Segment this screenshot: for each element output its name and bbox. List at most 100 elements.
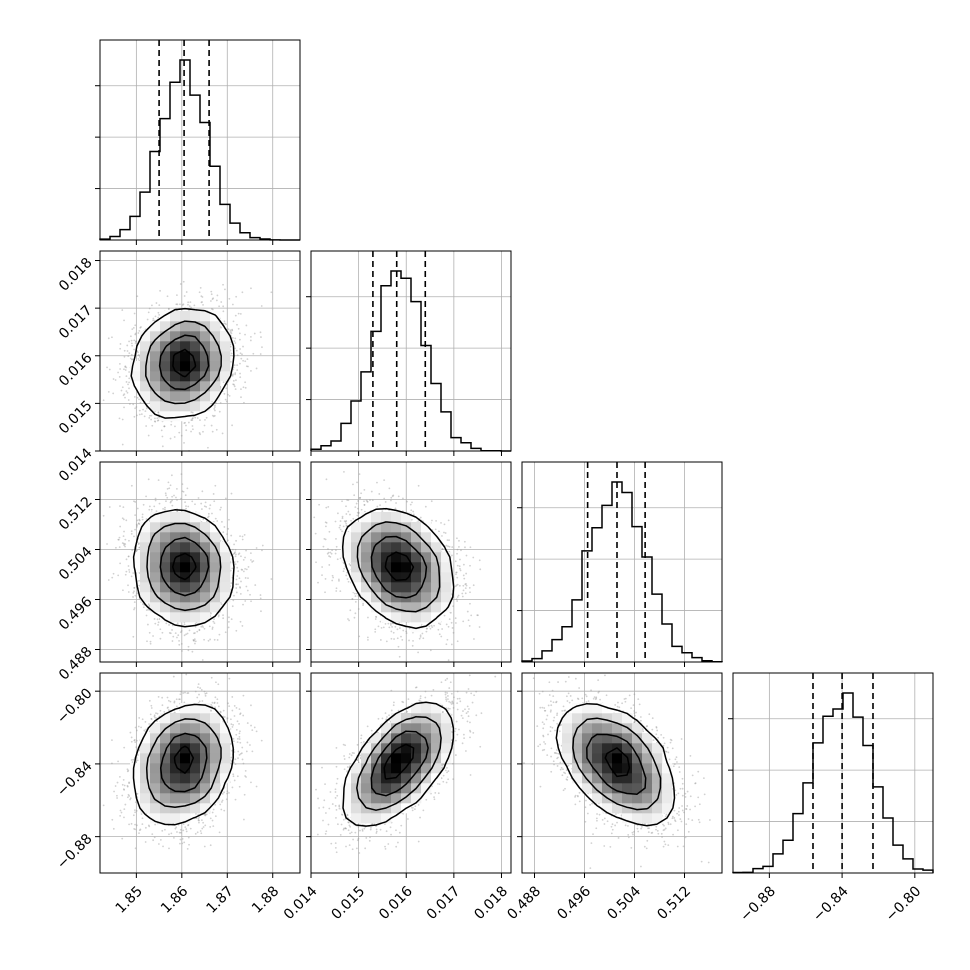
scatter-point bbox=[184, 501, 186, 504]
scatter-point bbox=[157, 411, 160, 414]
scatter-point bbox=[133, 607, 136, 609]
scatter-point bbox=[154, 315, 157, 318]
scatter-point bbox=[134, 594, 137, 597]
scatter-point bbox=[223, 322, 226, 325]
scatter-point bbox=[119, 343, 122, 345]
scatter-point bbox=[131, 549, 134, 552]
scatter-point bbox=[157, 311, 160, 314]
scatter-point bbox=[122, 506, 125, 509]
scatter-point bbox=[253, 332, 256, 335]
scatter-point bbox=[154, 417, 156, 420]
scatter-point bbox=[169, 437, 172, 440]
scatter-point bbox=[130, 484, 133, 487]
scatter-point bbox=[161, 445, 164, 448]
scatter-point bbox=[177, 634, 180, 637]
scatter-point bbox=[180, 434, 183, 437]
scatter-point bbox=[183, 295, 186, 297]
scatter-point bbox=[176, 294, 178, 297]
scatter-point bbox=[125, 558, 128, 561]
scatter-point bbox=[148, 605, 151, 607]
scatter-point bbox=[185, 505, 187, 508]
scatter-point bbox=[236, 560, 239, 563]
scatter-point bbox=[222, 531, 225, 534]
scatter-point bbox=[220, 603, 223, 606]
scatter-point bbox=[123, 319, 125, 322]
scatter-point bbox=[202, 430, 204, 433]
scatter-point bbox=[148, 416, 151, 419]
scatter-point bbox=[218, 410, 221, 413]
scatter-point bbox=[200, 508, 203, 510]
scatter-point bbox=[227, 621, 230, 623]
scatter-point bbox=[235, 379, 237, 382]
scatter-point bbox=[211, 626, 214, 629]
scatter-point bbox=[154, 420, 157, 423]
scatter-point bbox=[150, 414, 153, 417]
scatter-point bbox=[130, 530, 133, 533]
scatter-point bbox=[142, 606, 145, 609]
scatter-point bbox=[237, 312, 240, 315]
scatter-point bbox=[163, 425, 166, 428]
scatter-point bbox=[218, 305, 221, 308]
scatter-point bbox=[187, 301, 190, 304]
scatter-point bbox=[234, 388, 237, 390]
scatter-point bbox=[119, 525, 122, 528]
scatter-point bbox=[139, 326, 142, 329]
scatter-point bbox=[156, 419, 159, 422]
scatter-point bbox=[239, 348, 241, 350]
density-cell bbox=[200, 381, 211, 392]
scatter-point bbox=[187, 421, 190, 424]
scatter-point bbox=[102, 399, 105, 402]
scatter-point bbox=[210, 424, 213, 427]
scatter-point bbox=[236, 566, 239, 569]
scatter-point bbox=[147, 478, 150, 481]
scatter-point bbox=[194, 416, 197, 419]
scatter-point bbox=[106, 366, 108, 369]
scatter-point bbox=[144, 410, 147, 412]
panel-0-0 bbox=[95, 39, 301, 245]
scatter-point bbox=[233, 385, 236, 388]
scatter-point bbox=[161, 435, 164, 438]
scatter-point bbox=[222, 614, 224, 617]
scatter-point bbox=[171, 629, 173, 631]
scatter-point bbox=[150, 508, 153, 511]
scatter-point bbox=[221, 432, 224, 435]
scatter-point bbox=[187, 649, 190, 652]
scatter-point bbox=[249, 339, 252, 342]
histogram-0 bbox=[99, 59, 300, 241]
scatter-point bbox=[157, 621, 160, 624]
scatter-point bbox=[125, 375, 128, 378]
scatter-point bbox=[181, 650, 183, 652]
scatter-point bbox=[189, 301, 192, 304]
scatter-point bbox=[182, 280, 185, 283]
scatter-point bbox=[154, 622, 157, 625]
scatter-point bbox=[239, 312, 242, 315]
scatter-point bbox=[230, 534, 233, 537]
scatter-point bbox=[220, 301, 223, 303]
scatter-point bbox=[122, 394, 125, 397]
y-tick-label-1-2: 0.016 bbox=[56, 350, 96, 390]
scatter-point bbox=[173, 436, 176, 438]
scatter-point bbox=[233, 383, 235, 386]
scatter-point bbox=[236, 364, 239, 367]
scatter-point bbox=[241, 568, 244, 571]
density-cell bbox=[150, 381, 161, 392]
scatter-point bbox=[244, 360, 247, 363]
scatter-point bbox=[123, 349, 126, 352]
scatter-point bbox=[261, 346, 263, 349]
scatter-point bbox=[126, 391, 129, 394]
scatter-point bbox=[135, 340, 137, 343]
scatter-point bbox=[166, 496, 169, 499]
scatter-point bbox=[178, 639, 180, 642]
scatter-point bbox=[125, 381, 128, 383]
scatter-point bbox=[191, 650, 194, 653]
scatter-point bbox=[242, 359, 245, 362]
scatter-point bbox=[173, 494, 175, 497]
scatter-point bbox=[223, 526, 226, 528]
scatter-point bbox=[176, 622, 179, 625]
scatter-point bbox=[128, 352, 131, 355]
scatter-point bbox=[235, 349, 238, 352]
scatter-point bbox=[132, 572, 135, 574]
scatter-point bbox=[134, 324, 137, 327]
scatter-point bbox=[159, 289, 161, 292]
